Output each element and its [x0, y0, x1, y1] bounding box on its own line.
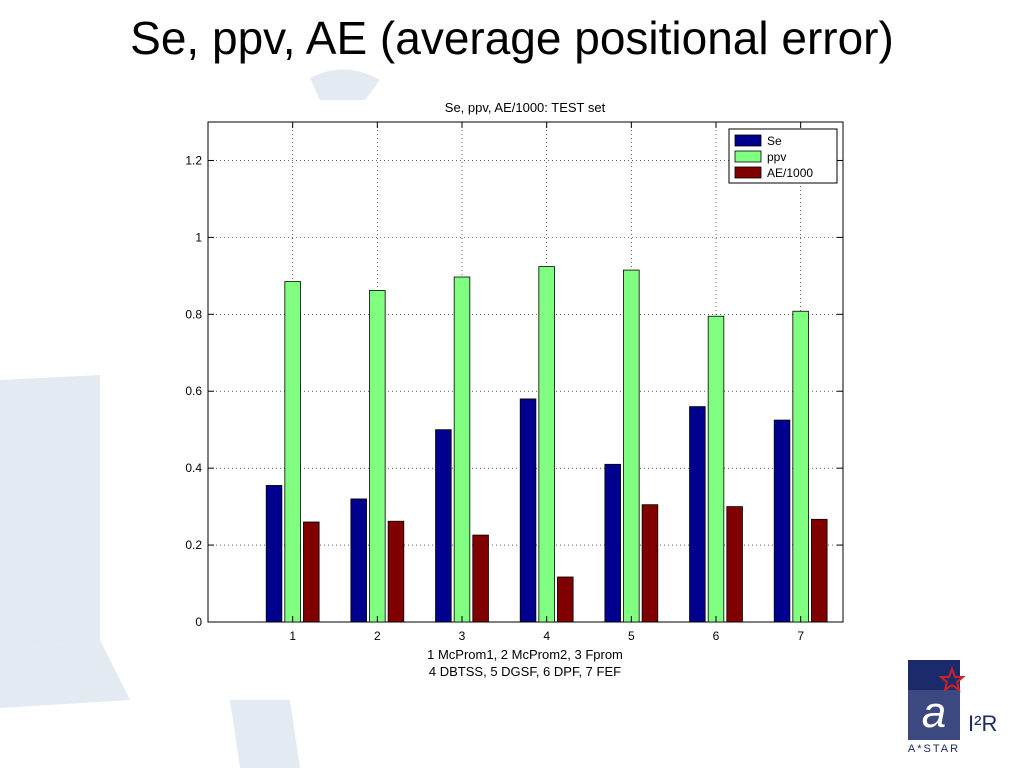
- logo-org-text: A*STAR: [908, 743, 960, 755]
- bar-ppv-4: [538, 266, 555, 623]
- legend-swatch: [734, 134, 762, 147]
- y-tick-label: 0.6: [185, 384, 202, 398]
- y-tick-label: 0: [195, 615, 202, 629]
- bar-se-1: [265, 485, 283, 623]
- bar-ae-1000-6: [726, 506, 743, 623]
- astar-i2r-logo: a A*STAR I²R: [908, 660, 997, 755]
- legend-label: Se: [767, 134, 782, 148]
- logo-mark-inner: [908, 690, 960, 740]
- x-tick-label: 5: [628, 629, 635, 643]
- logo-mark-letter: a: [922, 688, 946, 737]
- bar-se-7: [773, 419, 791, 623]
- legend-label: AE/1000: [767, 166, 813, 180]
- bar-se-3: [435, 429, 452, 623]
- logo-star-icon: [938, 666, 966, 693]
- bar-ppv-5: [623, 269, 640, 623]
- legend-swatch: [734, 150, 762, 163]
- bar-se-5: [604, 463, 621, 623]
- y-tick-label: 0.4: [185, 461, 202, 475]
- x-tick-label: 2: [374, 629, 381, 643]
- axis-layer: 0 0.2 0.4 0.6 0.8 1 1.2 1 2 3 4 5 6 7: [185, 122, 843, 643]
- bar-ppv-6: [707, 315, 725, 623]
- y-tick-label: 0.8: [185, 307, 202, 321]
- legend-swatch: [734, 166, 762, 179]
- bar-ae-1000-7: [811, 518, 828, 623]
- bar-ppv-7: [792, 310, 809, 623]
- chart-title: Se, ppv, AE/1000: TEST set: [445, 100, 606, 115]
- bar-ae-1000-2: [387, 520, 405, 623]
- bar-ppv-1: [284, 281, 301, 623]
- bar-ae-1000-1: [303, 521, 320, 623]
- bar-se-4: [519, 398, 537, 623]
- slide-title: Se, ppv, AE (average positional error): [130, 12, 894, 64]
- bar-ae-1000-3: [472, 534, 489, 623]
- x-axis-label-line-1: 1 McProm1, 2 McProm2, 3 Fprom: [427, 647, 623, 662]
- bar-ae-1000-4: [557, 576, 574, 623]
- x-tick-label: 1: [289, 629, 296, 643]
- x-axis-label-line-2: 4 DBTSS, 5 DGSF, 6 DPF, 7 FEF: [429, 664, 621, 679]
- bar-ppv-2: [369, 290, 386, 623]
- legend-label: ppv: [767, 150, 786, 164]
- x-tick-label: 7: [797, 629, 804, 643]
- bar-ae-1000-5: [641, 504, 659, 623]
- bars-layer: [265, 266, 828, 623]
- y-tick-label: 1: [195, 230, 202, 244]
- bar-se-2: [350, 498, 367, 623]
- logo-institute-text: I²R: [968, 711, 997, 736]
- x-tick-label: 4: [543, 629, 550, 643]
- bar-se-6: [689, 406, 706, 623]
- chart-legend: Se ppv AE/1000: [728, 128, 838, 184]
- x-tick-label: 3: [459, 629, 466, 643]
- bar-ppv-3: [453, 276, 471, 623]
- y-tick-label: 0.2: [185, 538, 202, 552]
- y-tick-label: 1.2: [185, 153, 202, 167]
- x-tick-label: 6: [713, 629, 720, 643]
